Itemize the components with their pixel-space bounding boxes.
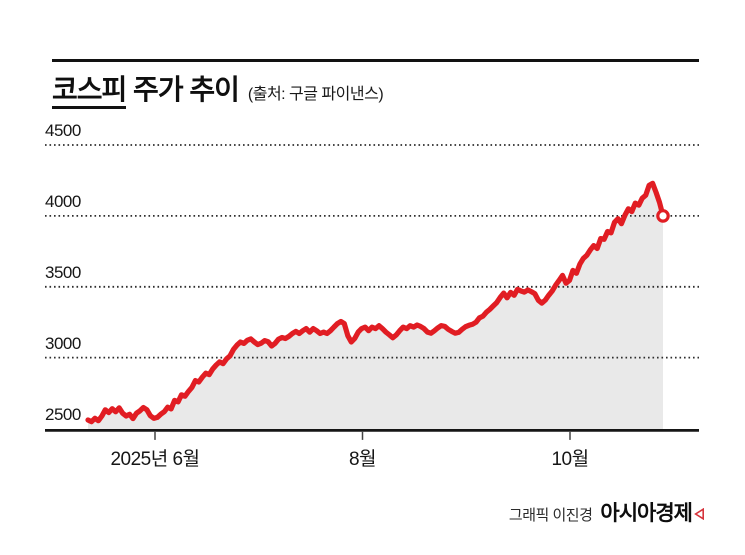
- credit-row: 그래픽 이진경 아시아경제: [509, 497, 705, 527]
- x-axis-label-0: 2025년 6월: [110, 449, 200, 470]
- y-axis-label-4500: 4500: [45, 121, 81, 140]
- x-axis-label-2: 10월: [551, 449, 589, 470]
- top-rule: [52, 59, 699, 62]
- area-fill: [88, 183, 663, 431]
- y-axis-label-3500: 3500: [45, 262, 81, 282]
- chart-title-row: 코스피 주가 추이 (출처: 구글 파이낸스): [52, 68, 384, 109]
- source-label: (출처: 구글 파이낸스): [247, 86, 384, 103]
- asiae-flag-icon: [694, 507, 705, 525]
- y-axis-label-2500: 2500: [45, 404, 81, 424]
- last-point-marker: [656, 209, 670, 223]
- y-axis-label-4000: 4000: [45, 191, 81, 211]
- page-title-rest: 주가 추이: [126, 74, 240, 105]
- brand-logo-text: 아시아경제: [600, 502, 693, 525]
- page-title: 코스피 주가 추이: [52, 74, 240, 109]
- kospi-price-line: [85, 180, 666, 425]
- page-title-underlined: 코스피: [52, 74, 127, 109]
- y-axis-label-3000: 3000: [45, 333, 81, 353]
- x-axis-label-1: 8월: [348, 449, 377, 470]
- graphic-credit: 그래픽 이진경: [508, 507, 593, 524]
